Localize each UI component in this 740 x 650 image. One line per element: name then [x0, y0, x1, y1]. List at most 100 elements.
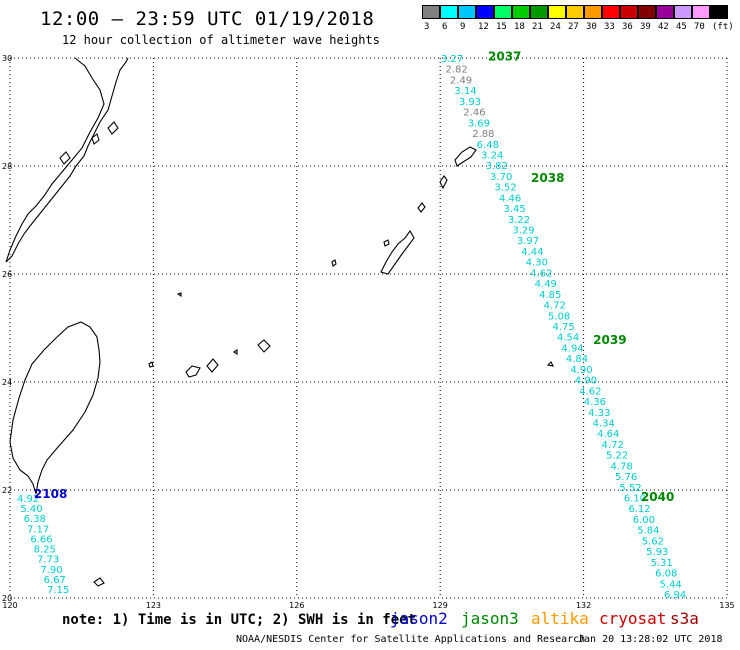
swh-value: 4.72 [602, 440, 624, 451]
track-time-label: 2037 [488, 50, 521, 64]
swh-value: 6.00 [633, 515, 655, 526]
generation-timestamp: Jan 20 13:28:02 UTC 2018 [578, 634, 723, 645]
swh-value: 6.08 [655, 569, 677, 580]
legend-swatch [638, 5, 656, 19]
lat-tick-label: 22 [2, 486, 12, 495]
island-e [148, 361, 154, 368]
japan-coastline [5, 57, 129, 263]
iriomote-island [257, 339, 271, 353]
lon-tick-label: 135 [719, 601, 734, 610]
legend-swatch [494, 5, 512, 19]
swh-value: 3.45 [503, 204, 525, 215]
legend-swatch [656, 5, 674, 19]
swh-value: 3.24 [481, 150, 503, 161]
swh-value: 4.30 [526, 258, 548, 269]
satellite-altika: altika [531, 609, 589, 628]
swh-value: 4.62 [579, 386, 601, 397]
swh-value: 3.14 [454, 86, 476, 97]
island-h [233, 348, 238, 356]
swh-value: 3.69 [468, 118, 490, 129]
footer-note: note: 1) Time is in UTC; 2) SWH is in fe… [62, 612, 417, 628]
swh-value: 6.94 [664, 590, 686, 601]
swh-value: 6.67 [44, 575, 66, 586]
legend-swatch [476, 5, 494, 19]
swh-value: 5.22 [606, 451, 628, 462]
swh-value: 2.82 [445, 65, 467, 76]
swh-value: 6.66 [30, 534, 52, 545]
legend-label: 15 [496, 22, 507, 32]
legend-label: 18 [514, 22, 525, 32]
swh-value: 4.34 [593, 418, 615, 429]
okinawa-island [380, 229, 415, 275]
island-f [176, 292, 182, 298]
legend-label: 30 [586, 22, 597, 32]
legend-swatch [602, 5, 620, 19]
japan-island-2 [59, 151, 71, 165]
swh-value: 3.82 [486, 161, 508, 172]
lon-tick-label: 126 [289, 601, 304, 610]
amami-island [454, 146, 477, 167]
swh-value: 5.40 [20, 504, 42, 515]
swh-value: 5.84 [637, 526, 659, 537]
legend-label: 70 [694, 22, 705, 32]
lon-tick-label: 129 [433, 601, 448, 610]
swh-value: 2.46 [463, 108, 485, 119]
island-g [546, 361, 554, 367]
satellite-jason3: jason3 [461, 609, 519, 628]
legend-swatch [620, 5, 638, 19]
legend-label: 9 [460, 22, 466, 32]
track-time-label: 2039 [593, 333, 626, 347]
japan-island-1 [107, 121, 119, 135]
legend-swatch [530, 5, 548, 19]
legend-label: 3 [424, 22, 430, 32]
legend-swatch [548, 5, 566, 19]
swh-value: 5.76 [615, 472, 637, 483]
track-time-label: 2108 [34, 487, 67, 501]
legend-swatch [458, 5, 476, 19]
lon-tick-label: 123 [146, 601, 161, 610]
legend-label: 12 [478, 22, 489, 32]
lat-tick-label: 24 [2, 378, 12, 387]
swh-value: 5.62 [642, 536, 664, 547]
swh-value: 4.33 [588, 408, 610, 419]
swh-value: 4.90 [570, 365, 592, 376]
swh-value: 2.49 [450, 75, 472, 86]
legend-swatch [584, 5, 602, 19]
island-c [331, 259, 337, 267]
legend-swatch [710, 5, 728, 19]
swh-value: 4.44 [521, 247, 543, 258]
credit-text: NOAA/NESDIS Center for Satellite Applica… [236, 634, 586, 645]
legend-swatch [674, 5, 692, 19]
legend-swatch [566, 5, 584, 19]
swh-value: 4.92 [17, 494, 39, 505]
swh-value: 4.85 [539, 290, 561, 301]
legend-swatch [692, 5, 710, 19]
page-title: 12:00 — 23:59 UTC 01/19/2018 [40, 8, 375, 30]
swh-value: 7.17 [27, 524, 49, 535]
swh-value: 4.46 [499, 193, 521, 204]
track-time-label: 2038 [531, 171, 564, 185]
swh-value: 7.15 [47, 585, 69, 596]
swh-value: 3.97 [517, 236, 539, 247]
swh-value: 4.36 [584, 397, 606, 408]
swh-value: 6.12 [628, 504, 650, 515]
swh-value: 4.62 [530, 268, 552, 279]
swh-value: 5.44 [660, 579, 682, 590]
legend-swatch [422, 5, 440, 19]
island-a [417, 202, 426, 213]
lon-tick-label: 132 [576, 601, 591, 610]
legend-label: 24 [550, 22, 561, 32]
swh-value: 6.10 [624, 494, 646, 505]
taiwan-coastline [9, 321, 101, 495]
swh-value: 3.70 [490, 172, 512, 183]
ishigaki-island [185, 365, 201, 378]
legend-label: 36 [622, 22, 633, 32]
legend-swatch [440, 5, 458, 19]
legend-label: 45 [676, 22, 687, 32]
legend-label: 27 [568, 22, 579, 32]
lat-tick-label: 26 [2, 270, 12, 279]
swh-value: 6.48 [477, 140, 499, 151]
swh-value: 7.90 [40, 565, 62, 576]
swh-value: 5.08 [548, 311, 570, 322]
